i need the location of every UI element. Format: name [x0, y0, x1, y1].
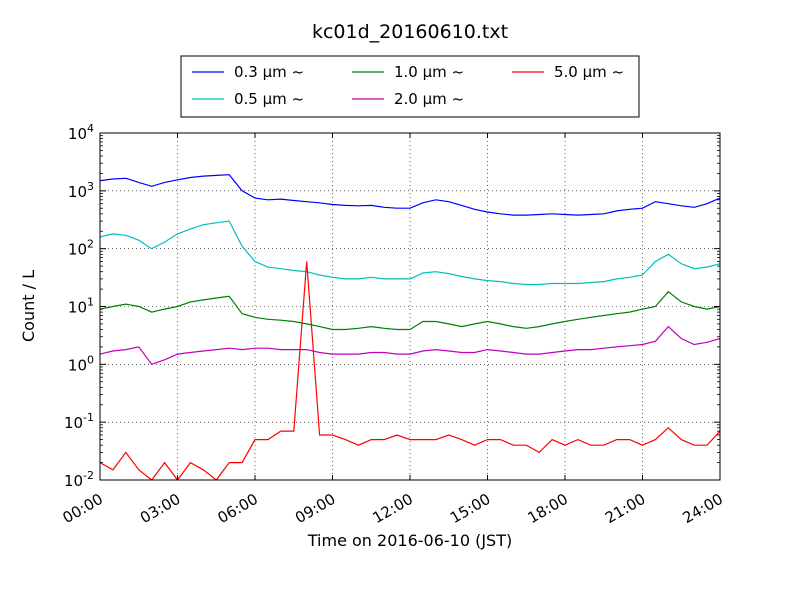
ticks: [99, 132, 721, 481]
x-axis-label: Time on 2016-06-10 (JST): [307, 531, 512, 550]
y-axis-label: Count / L: [19, 270, 38, 342]
x-tick-labels: 00:00 03:00 06:00 09:00 12:00 15:00 18:00 21:00…: [60, 490, 726, 527]
series-line-2: [100, 290, 720, 331]
series-line-4: [100, 261, 720, 480]
legend-box: [180, 55, 640, 118]
legend-label-3: 2.0 μm ~: [394, 90, 464, 108]
x-tick-label: 24:00: [680, 490, 726, 527]
series-line-3: [100, 325, 720, 366]
x-tick-label: 06:00: [215, 490, 261, 527]
y-tick-label: 101: [68, 296, 94, 317]
series-line-1: [100, 220, 720, 286]
y-tick-label: 100: [68, 353, 94, 374]
x-tick-label: 09:00: [292, 490, 338, 527]
legend-label-2: 1.0 μm ~: [394, 63, 464, 81]
y-tick-label: 10-1: [64, 411, 94, 432]
y-tick-labels: 10-2 10-1 100 101 102 103 104: [64, 122, 94, 490]
y-tick-label: 104: [68, 122, 94, 143]
legend: 0.3 μm ~ 0.5 μm ~ 1.0 μm ~ 2.0 μm ~ 5.0 μm ~: [180, 55, 640, 118]
x-tick-label: 12:00: [370, 490, 416, 527]
y-tick-label: 102: [68, 238, 94, 259]
legend-label-0: 0.3 μm ~: [234, 63, 304, 81]
grid: [100, 133, 720, 480]
x-tick-label: 18:00: [525, 490, 571, 527]
legend-label-4: 5.0 μm ~: [554, 63, 624, 81]
x-tick-label: 21:00: [602, 490, 648, 527]
legend-label-1: 0.5 μm ~: [234, 90, 304, 108]
x-tick-label: 15:00: [447, 490, 493, 527]
chart-title: kc01d_20160610.txt: [312, 21, 508, 43]
x-tick-label: 00:00: [60, 490, 106, 527]
x-tick-label: 03:00: [137, 490, 183, 527]
y-tick-label: 103: [68, 180, 94, 201]
series-line-0: [100, 174, 720, 216]
y-tick-label: 10-2: [64, 469, 94, 490]
plot-area: [100, 174, 720, 480]
